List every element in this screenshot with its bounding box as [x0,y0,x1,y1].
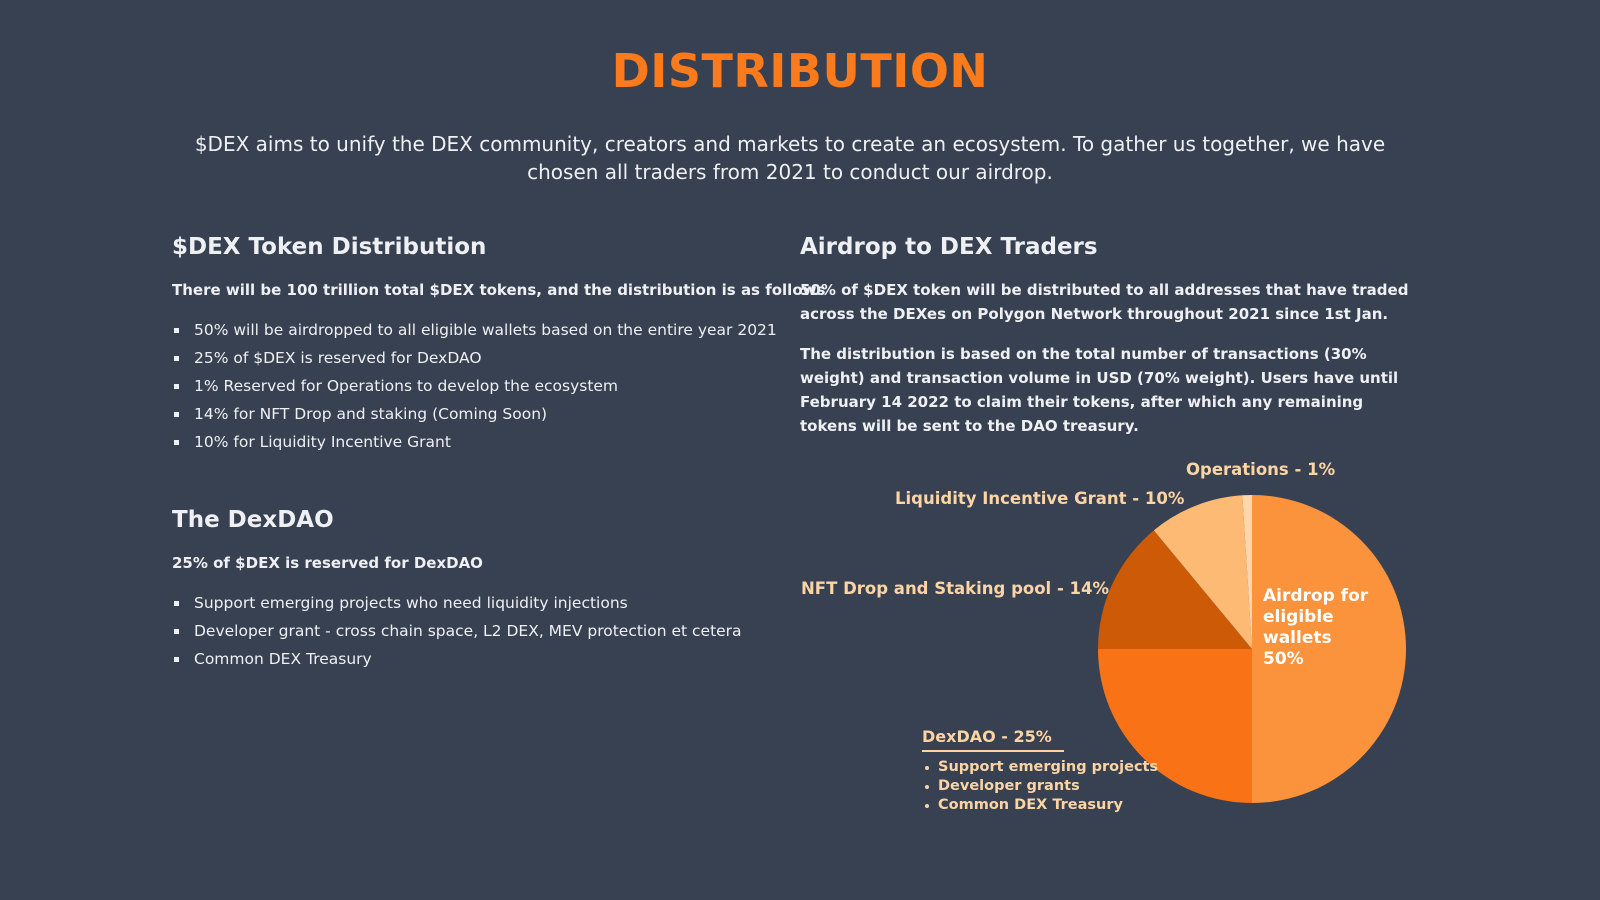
list-item-text: Developer grant - cross chain space, L2 … [194,622,742,640]
list-item: 14% for NFT Drop and staking (Coming Soo… [172,400,782,428]
callout-item-text: Common DEX Treasury [938,797,1123,813]
bullet-icon [174,384,179,389]
pie-label-operations: Operations - 1% [1186,460,1336,479]
pie-chart-svg [1098,495,1406,803]
bullet-icon [174,356,179,361]
intro-text: $DEX aims to unify the DEX community, cr… [194,132,1386,184]
callout-item: Common DEX Treasury [922,796,1158,815]
dexdao-title: The DexDAO [172,507,334,533]
pie-label-airdrop-line: eligible [1263,607,1334,627]
pie-callout-dexdao: DexDAO - 25% Support emerging projects D… [922,727,1158,815]
bullet-icon [174,601,179,606]
page-title: DISTRIBUTION [611,44,989,98]
bullet-icon [174,328,179,333]
pie-label-nft: NFT Drop and Staking pool - 14% [801,579,1110,598]
token-distribution-list: 50% will be airdropped to all eligible w… [172,316,782,456]
bullet-icon [174,657,179,662]
list-item: Support emerging projects who need liqui… [172,589,782,617]
callout-underline [922,750,1064,752]
list-item: 25% of $DEX is reserved for DexDAO [172,344,782,372]
list-item: 50% will be airdropped to all eligible w… [172,316,782,344]
list-item-text: Support emerging projects who need liqui… [194,594,628,612]
airdrop-section: Airdrop to DEX Traders 50% of $DEX token… [800,232,1410,438]
token-distribution-title: $DEX Token Distribution [172,234,487,260]
pie-label-airdrop-line: 50% [1263,649,1304,669]
dexdao-section: The DexDAO 25% of $DEX is reserved for D… [172,505,782,673]
pie-slice-nft [1098,530,1252,649]
pie-label-liquidity: Liquidity Incentive Grant - 10% [895,489,1185,508]
list-item-text: 50% will be airdropped to all eligible w… [194,321,777,339]
list-item-text: 25% of $DEX is reserved for DexDAO [194,349,482,367]
bullet-icon [174,412,179,417]
pie-slice-liquidity [1153,495,1252,649]
pie-label-airdrop-line: wallets [1263,628,1332,648]
pie-label-dexdao: DexDAO - 25% [922,727,1052,746]
list-item-text: 1% Reserved for Operations to develop th… [194,377,619,395]
callout-item: Support emerging projects [922,758,1158,777]
pie-slice-dexdao [1098,649,1252,803]
list-item: 10% for Liquidity Incentive Grant [172,428,782,456]
pie-slice-airdrop [1252,495,1406,803]
airdrop-paragraph-1: 50% of $DEX token will be distributed to… [800,281,1409,323]
bullet-icon [925,766,929,770]
list-item: Developer grant - cross chain space, L2 … [172,617,782,645]
callout-list: Support emerging projects Developer gran… [922,758,1158,815]
list-item-text: 10% for Liquidity Incentive Grant [194,433,451,451]
airdrop-paragraph-2: The distribution is based on the total n… [800,345,1399,435]
list-item-text: Common DEX Treasury [194,650,372,668]
dexdao-list: Support emerging projects who need liqui… [172,589,782,673]
airdrop-title: Airdrop to DEX Traders [800,234,1098,260]
list-item-text: 14% for NFT Drop and staking (Coming Soo… [194,405,548,423]
bullet-icon [174,629,179,634]
pie-label-airdrop-line: Airdrop for [1263,586,1369,606]
bullet-icon [925,804,929,808]
list-item: Common DEX Treasury [172,645,782,673]
dexdao-lead: 25% of $DEX is reserved for DexDAO [172,554,483,572]
bullet-icon [925,785,929,789]
callout-item: Developer grants [922,777,1158,796]
callout-item-text: Developer grants [938,778,1080,794]
pie-label-airdrop: Airdrop for eligible wallets 50% [1263,586,1368,670]
bullet-icon [174,440,179,445]
distribution-pie-chart: Operations - 1% Liquidity Incentive Gran… [780,455,1420,835]
token-distribution-lead: There will be 100 trillion total $DEX to… [172,281,826,299]
token-distribution-section: $DEX Token Distribution There will be 10… [172,232,826,456]
list-item: 1% Reserved for Operations to develop th… [172,372,782,400]
callout-item-text: Support emerging projects [938,759,1159,775]
pie-slice-operations [1242,495,1252,649]
